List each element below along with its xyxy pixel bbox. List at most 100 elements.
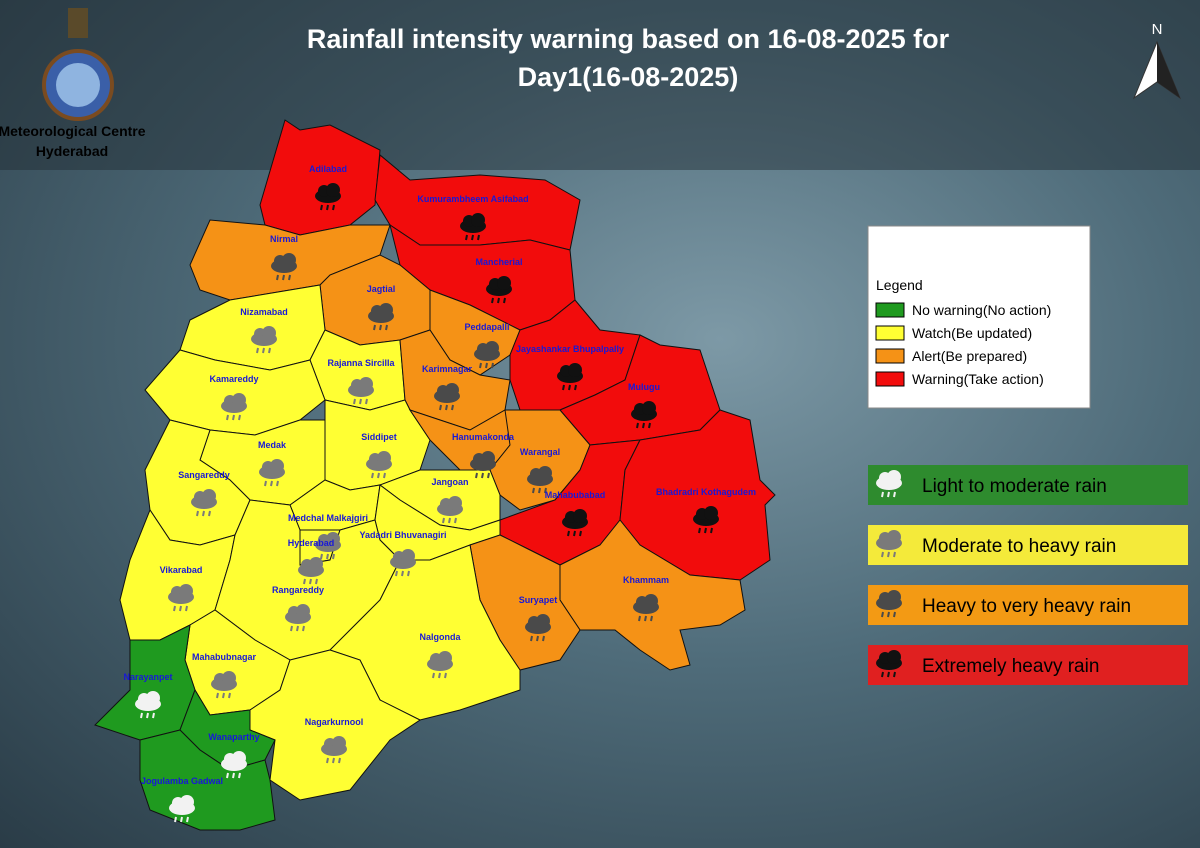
rain-icon xyxy=(202,510,205,517)
north-label: N xyxy=(1152,21,1163,38)
rain-icon xyxy=(481,451,495,465)
district-name: Medak xyxy=(258,440,287,450)
rain-icon xyxy=(379,324,382,331)
legend-label: Watch(Be updated) xyxy=(912,325,1032,341)
rain-icon xyxy=(893,491,896,498)
rain-icon xyxy=(359,377,373,391)
district-name: Adilabad xyxy=(309,164,347,174)
rain-icon xyxy=(173,605,176,612)
rain-icon xyxy=(180,795,194,809)
rain-icon xyxy=(475,472,478,479)
district-name: Yadadri Bhuvanagiri xyxy=(359,530,446,540)
rain-icon xyxy=(636,422,639,429)
rain-icon xyxy=(887,590,901,604)
intensity-box xyxy=(868,585,1188,625)
rain-icon xyxy=(180,816,183,823)
legend-label: Alert(Be prepared) xyxy=(912,348,1027,364)
rain-icon xyxy=(881,491,884,498)
district-name: Jayashankar Bhupalpally xyxy=(516,344,624,354)
district-name: Wanaparthy xyxy=(208,732,259,742)
district-name: Peddapalli xyxy=(464,322,509,332)
rain-icon xyxy=(385,324,388,331)
rain-icon xyxy=(439,404,442,411)
rain-icon xyxy=(395,570,398,577)
rain-icon xyxy=(282,274,285,281)
rain-icon xyxy=(326,553,329,560)
rain-icon xyxy=(296,625,299,632)
rain-icon xyxy=(262,326,276,340)
district-name: Nizamabad xyxy=(240,307,288,317)
rain-icon xyxy=(296,604,310,618)
rain-icon xyxy=(454,517,457,524)
rain-icon xyxy=(887,650,901,664)
rain-icon xyxy=(309,557,323,571)
rain-icon xyxy=(174,816,177,823)
rain-icon xyxy=(887,671,890,678)
intensity-box xyxy=(868,525,1188,565)
rain-icon xyxy=(359,398,362,405)
district-name: Mahabubabad xyxy=(545,490,606,500)
intensity-box xyxy=(868,465,1188,505)
rain-icon xyxy=(574,384,577,391)
rain-icon xyxy=(536,635,539,642)
intensity-box xyxy=(868,645,1188,685)
rain-icon xyxy=(276,274,279,281)
district-name: Jangoan xyxy=(431,477,468,487)
rain-icon xyxy=(479,362,482,369)
rain-icon xyxy=(202,489,216,503)
district-name: Siddipet xyxy=(361,432,397,442)
district-name: Nalgonda xyxy=(419,632,461,642)
rain-icon xyxy=(451,404,454,411)
rain-icon xyxy=(438,651,452,665)
rain-icon xyxy=(465,234,468,241)
rain-icon xyxy=(179,605,182,612)
rain-icon xyxy=(544,487,547,494)
rain-icon xyxy=(332,757,335,764)
intensity-label: Light to moderate rain xyxy=(922,476,1107,497)
district-name: Sangareddy xyxy=(178,470,230,480)
district-name: Karimnagar xyxy=(422,364,473,374)
rain-icon xyxy=(315,578,318,585)
legend-label: No warning(No action) xyxy=(912,302,1051,318)
district xyxy=(94,624,196,741)
rain-icon xyxy=(642,422,645,429)
rain-icon xyxy=(264,480,267,487)
rain-icon xyxy=(568,384,571,391)
rain-icon xyxy=(567,530,570,537)
district-name: Kamareddy xyxy=(209,374,258,384)
org-name: Meteorological Centre xyxy=(0,123,146,139)
district-name: Rajanna Sircilla xyxy=(327,358,395,368)
district-name: Hyderabad xyxy=(288,538,335,548)
rain-icon xyxy=(538,466,552,480)
district-name: Jagtial xyxy=(367,284,396,294)
rain-icon xyxy=(881,611,884,618)
district-name: Mulugu xyxy=(628,382,660,392)
org-name: Hyderabad xyxy=(36,143,108,159)
rain-icon xyxy=(232,393,246,407)
rain-icon xyxy=(542,635,545,642)
rain-icon xyxy=(326,183,340,197)
intensity-label: Moderate to heavy rain xyxy=(922,536,1116,557)
rain-icon xyxy=(448,517,451,524)
legend-swatch xyxy=(875,348,905,364)
rain-icon xyxy=(579,530,582,537)
rain-icon xyxy=(222,671,236,685)
district-name: Vikarabad xyxy=(160,565,203,575)
rain-icon xyxy=(208,510,211,517)
district-name: Nagarkurnool xyxy=(305,717,364,727)
rain-icon xyxy=(238,772,241,779)
district-name: Mahabubnagar xyxy=(192,652,257,662)
legend-box xyxy=(867,225,1091,409)
rain-icon xyxy=(290,625,293,632)
district-name: Medchal Malkajgiri xyxy=(288,513,368,523)
rain-icon xyxy=(444,672,447,679)
north-arrow xyxy=(1157,42,1180,98)
rain-icon xyxy=(881,551,884,558)
rain-icon xyxy=(432,672,435,679)
rain-icon xyxy=(704,527,707,534)
rain-icon xyxy=(288,274,291,281)
district-name: Hanumakonda xyxy=(452,432,515,442)
rain-icon xyxy=(644,594,658,608)
